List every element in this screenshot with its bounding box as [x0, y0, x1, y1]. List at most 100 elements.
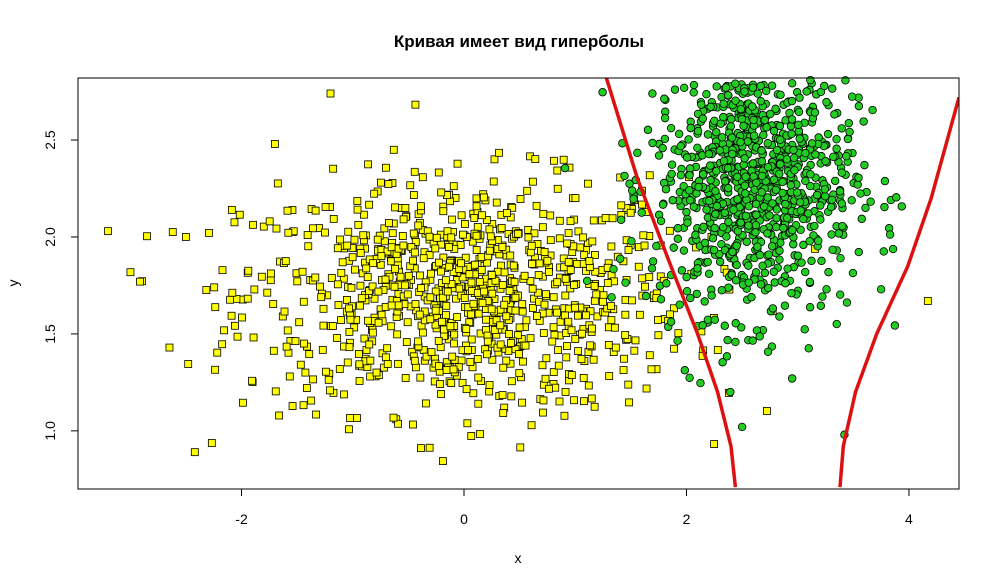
- series-1-point: [540, 300, 549, 309]
- series-2-point: [685, 373, 694, 383]
- series-1-point: [518, 398, 526, 407]
- series-1-point: [357, 294, 366, 303]
- series-1-point: [248, 376, 256, 385]
- series-2-point: [720, 321, 729, 330]
- series-2-point: [718, 222, 728, 232]
- series-2-point: [710, 223, 719, 233]
- series-1-point: [527, 241, 536, 250]
- series-2-point: [704, 196, 714, 206]
- series-1-point: [590, 402, 599, 411]
- series-2-point: [764, 250, 773, 259]
- series-2-point: [832, 319, 841, 329]
- series-1-point: [414, 221, 423, 230]
- series-1-point: [465, 270, 474, 279]
- series-1-point: [321, 203, 330, 211]
- series-2-point: [607, 293, 616, 302]
- series-1-point: [485, 387, 494, 396]
- series-1-point: [376, 178, 385, 187]
- series-2-point: [676, 142, 685, 151]
- series-1-point: [502, 356, 511, 365]
- series-2-point: [666, 317, 676, 326]
- series-1-point: [630, 346, 639, 355]
- series-1-point: [382, 163, 390, 172]
- series-1-point: [425, 232, 434, 241]
- series-1-point: [416, 284, 425, 292]
- series-2-point: [723, 163, 733, 173]
- series-2-point: [775, 246, 784, 255]
- series-2-point: [795, 134, 804, 143]
- series-2-point: [810, 108, 820, 117]
- series-1-point: [528, 284, 537, 293]
- series-2-point: [888, 244, 898, 254]
- series-2-point: [747, 293, 756, 302]
- series-2-point: [794, 107, 804, 117]
- series-2-point: [685, 171, 694, 180]
- series-2-point: [748, 102, 757, 111]
- series-2-point: [706, 102, 715, 112]
- series-1-point: [334, 301, 343, 309]
- series-1-point: [348, 253, 357, 262]
- series-1-point: [393, 330, 402, 339]
- series-1-point: [474, 373, 483, 382]
- series-1-point: [490, 326, 499, 334]
- series-2-point: [660, 94, 669, 103]
- series-1-point: [419, 254, 428, 263]
- series-2-point: [821, 157, 830, 166]
- series-1-point: [546, 236, 555, 245]
- series-1-point: [211, 303, 220, 312]
- series-2-point: [722, 232, 731, 241]
- series-1-point: [555, 234, 564, 243]
- series-1-point: [631, 336, 640, 345]
- series-1-point: [589, 355, 598, 364]
- series-1-point: [267, 269, 275, 278]
- series-2-point: [824, 267, 833, 277]
- series-1-point: [364, 160, 372, 169]
- series-2-point: [673, 224, 683, 233]
- series-2-point: [682, 272, 691, 282]
- series-1-point: [670, 304, 678, 313]
- series-2-point: [740, 87, 749, 96]
- series-2-point: [826, 202, 836, 212]
- series-1-point: [459, 230, 467, 239]
- series-1-point: [416, 202, 425, 211]
- series-1-point: [391, 203, 400, 212]
- series-1-point: [377, 252, 386, 261]
- series-1-point: [333, 334, 342, 342]
- series-1-point: [329, 214, 338, 223]
- series-1-point: [437, 188, 446, 197]
- series-1-point: [579, 374, 588, 382]
- series-1-point: [550, 156, 558, 165]
- series-2-point: [760, 268, 770, 278]
- x-axis-label: x: [515, 550, 522, 566]
- series-2-point: [733, 195, 742, 204]
- series-2-point: [801, 267, 810, 277]
- series-1-point: [498, 391, 507, 399]
- series-2-point: [682, 153, 692, 162]
- series-2-point: [728, 149, 737, 159]
- series-2-point: [756, 81, 765, 91]
- series-1-point: [416, 271, 424, 280]
- series-2-point: [820, 191, 830, 201]
- series-2-point: [820, 81, 829, 91]
- series-2-point: [706, 161, 715, 170]
- series-2-point: [711, 209, 720, 219]
- series-2-point: [786, 122, 796, 131]
- series-1-point: [345, 327, 354, 336]
- series-1-point: [387, 243, 396, 252]
- series-2-point: [744, 278, 753, 287]
- series-1-point: [487, 271, 496, 279]
- series-1-point: [353, 197, 362, 205]
- series-2-point: [654, 151, 664, 160]
- chart-title: Кривая имеет вид гиперболы: [394, 32, 644, 51]
- series-2-point: [805, 277, 815, 287]
- series-1-point: [472, 246, 481, 254]
- series-1-point: [485, 381, 494, 389]
- series-1-point: [499, 363, 508, 372]
- series-1-point: [356, 301, 364, 310]
- series-2-point: [787, 374, 797, 383]
- series-1-point: [526, 248, 535, 257]
- series-1-point: [453, 159, 462, 168]
- series-2-point: [648, 257, 658, 266]
- series-1-point: [422, 352, 431, 361]
- x-tick-label: 4: [905, 511, 913, 527]
